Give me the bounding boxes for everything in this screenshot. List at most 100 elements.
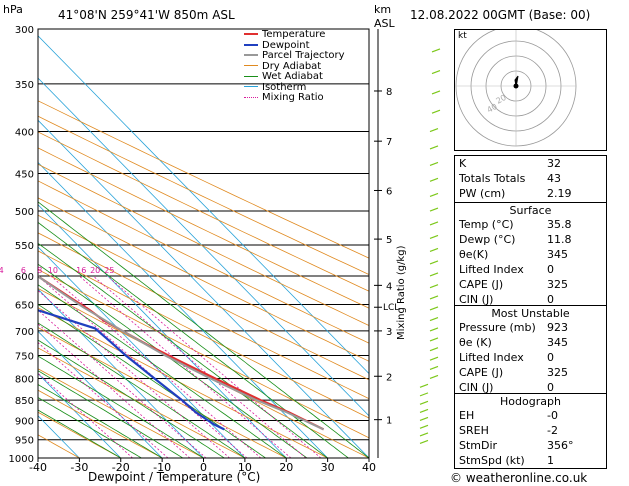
series-temperature [38,275,325,431]
pressure-tick-label: 1000 [9,454,34,465]
x-tick-label: 40 [362,461,376,474]
surface-panel: Surface Temp (°C) 35.8 Dewp (°C) 11.8 θe(K) 3… [454,202,607,307]
surface-title: Surface [509,204,552,217]
legend-swatch [244,65,258,66]
pressure-tick-label: 750 [15,351,34,362]
legend-label: Temperature [262,29,326,40]
wind-barb [429,306,439,311]
x-tick-label: 20 [279,461,293,474]
dry-adiabat-line [38,327,287,458]
wind-barb [429,221,439,226]
wind-barb [429,177,439,182]
row-value: 325 [547,366,568,379]
row-key: CIN (J) [459,381,494,394]
row-value: 1 [547,454,554,467]
row-key: SREH [459,424,489,437]
wind-barb [419,439,429,445]
x-tick-label: -20 [112,461,130,474]
x-tick-label: 10 [238,461,252,474]
km-label: km [374,3,392,16]
mixing-ratio-line [38,275,248,458]
isotherm-line [38,288,204,458]
series-parcel-trajectory [38,275,325,431]
table-row: Pressure (mb) 923 [459,321,602,336]
wind-barb [429,327,439,332]
dry-adiabat-line [38,131,369,292]
mixing-ratio-label: 6 [21,266,26,275]
legend-label: Dry Adiabat [262,60,322,72]
table-row: Dewp (°C) 11.8 [459,233,602,248]
table-row: Lifted Index 0 [459,351,602,366]
row-key: StmSpd (kt) [459,454,525,467]
table-row: StmSpd (kt) 1 [459,454,602,469]
indices-panel: K 32 Totals Totals 43 PW (cm) 2.19 [454,155,607,204]
isotherm-line [38,372,122,458]
dry-adiabat-line [38,269,369,439]
mixing-ratio-line [92,275,307,458]
legend-swatch [244,86,258,87]
pressure-tick-label: 350 [15,80,34,91]
pressure-tick-label: 650 [15,301,34,312]
row-key: CAPE (J) [459,278,504,291]
wind-barb [419,416,429,422]
pressure-tick-label: 850 [15,396,34,407]
legend-label: Parcel Trajectory [262,50,345,61]
background-lines [38,29,369,458]
row-value: 2.19 [547,187,572,200]
row-value: 0 [547,293,554,306]
wet-adiabat-line [38,201,369,458]
isotherm-line [38,204,287,458]
profile-series [38,275,325,431]
wind-barb [431,90,441,95]
x-tick-label: 0 [200,461,207,474]
mixing-ratio-label: 25 [104,266,114,275]
wind-barb [431,109,441,114]
pressure-tick-label: 900 [15,416,34,427]
wind-barb [419,432,429,437]
km-tick-label: 2 [386,372,392,383]
x-tick-label: -10 [153,461,171,474]
row-key: Temp (°C) [459,218,514,231]
most-unstable-panel: Most Unstable Pressure (mb) 923 θe (K) 345 L… [454,305,607,395]
isotherm-line [38,119,369,458]
km-tick-label: 5 [386,235,392,246]
wet-adiabat-line [38,397,142,458]
hodograph-table-title: Hodograph [500,395,561,408]
hodograph-ring-label: 40 [486,102,499,115]
wind-barb [429,192,439,198]
row-key: K [459,157,467,170]
isotherm-line [38,415,80,458]
mixing-ratio-axis-label: Mixing Ratio (g/kg) [396,245,407,340]
mixing-ratio-line [38,341,169,458]
row-key: Dewp (°C) [459,233,516,246]
legend-item: Dewpoint [244,40,310,51]
row-key: Totals Totals [459,172,526,185]
row-key: StmDir [459,439,498,452]
row-key: PW (cm) [459,187,506,200]
table-row: CIN (J) 0 [459,381,602,396]
table-row: θe(K) 345 [459,248,602,263]
table-row: CAPE (J) 325 [459,366,602,381]
x-tick-label: -40 [29,461,47,474]
mixing-ratio-label: 4 [0,266,4,275]
wind-barb [429,365,439,371]
legend-label: Isotherm [262,81,307,93]
wind-barb [429,247,439,252]
wet-adiabat-line [38,284,287,458]
row-value: 923 [547,321,568,334]
isotherm-line [38,35,369,375]
pressure-tick-label: 800 [15,374,34,385]
dry-adiabat-line [38,250,369,419]
wet-adiabat-line [38,263,308,458]
legend-item: Wet Adiabat [244,72,323,82]
row-key: Pressure (mb) [459,321,536,334]
wind-barb [429,234,439,240]
wet-adiabat-line [38,370,184,458]
axis-labels: 1234681016202530035040045050055060065070… [0,25,376,474]
dry-adiabat-line [38,389,163,458]
mixing-ratio-label: 8 [37,266,42,275]
wind-barb [429,161,439,167]
km-tick-label: 8 [386,87,392,98]
wind-barb [429,317,439,322]
hodograph-panel: 20 40 kt [454,25,607,151]
